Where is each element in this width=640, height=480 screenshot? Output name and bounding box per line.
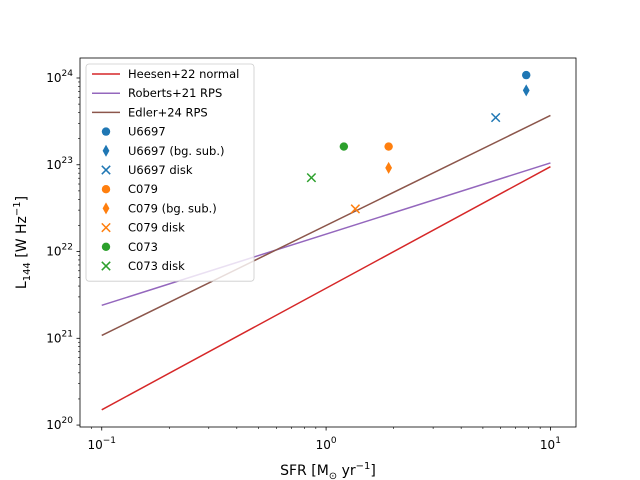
point-u6697-bg-sub [522,84,530,97]
axes-frame [79,57,577,428]
x-tick-label: 101 [540,436,561,452]
x-tick-label: 10−1 [87,436,116,452]
y-tick-label: 1020 [46,416,73,432]
y-tick-label: 1023 [46,156,73,172]
y-tick-label: 1022 [46,243,73,259]
series-line-edler-24-rps [101,114,551,337]
x-tick-label: 100 [316,436,337,452]
legend-marker-u6697-disk [101,165,111,175]
point-u6697-disk [490,112,501,123]
series-line-heesen-22-normal [101,166,551,411]
legend-label-c073: C073 [128,240,158,254]
point-c073 [339,142,349,151]
x-axis-label: SFR [M⊙ yr−1] [280,461,376,480]
legend-marker-c079 [101,185,111,194]
legend-label-c073-disk: C073 disk [128,259,185,273]
point-c079 [384,142,393,151]
y-tick-label: 1021 [46,329,73,345]
legend-label-roberts-21-rps: Roberts+21 RPS [128,86,222,100]
legend-label-u6697-disk: U6697 disk [128,163,193,177]
legend-box [85,63,255,282]
legend-label-c079-bg-sub: C079 (bg. sub.) [128,201,217,215]
legend-label-u6697: U6697 [128,125,166,139]
legend-label-u6697-bg-sub: U6697 (bg. sub.) [128,144,224,158]
legend-label-c079-disk: C079 disk [128,221,185,235]
legend-label-heesen-22-normal: Heesen+22 normal [128,67,239,81]
legend-marker-u6697-bg-sub [102,144,110,157]
legend-label-edler-24-rps: Edler+24 RPS [128,105,208,119]
point-c073-disk [306,172,317,183]
y-tick-label: 1024 [46,69,73,85]
point-c079-disk [350,204,361,214]
legend-marker-c079-bg-sub [102,202,110,215]
legend-marker-u6697 [101,127,111,136]
legend-marker-c073 [101,242,111,251]
point-u6697 [522,70,531,80]
point-c079-bg-sub [385,161,393,174]
ticks-layer: 10−1 100 101 1020 1021 1022 1023 1024 [46,69,561,452]
y-axis-label: L144 [W Hz−1] [12,196,33,289]
legend-label-c079: C079 [128,182,158,196]
legend-marker-c073-disk [101,261,111,271]
legend-marker-c079-disk [101,222,111,233]
points-layer [306,70,531,214]
legend: Heesen+22 normal Roberts+21 RPS Edler+24 R… [85,63,255,282]
